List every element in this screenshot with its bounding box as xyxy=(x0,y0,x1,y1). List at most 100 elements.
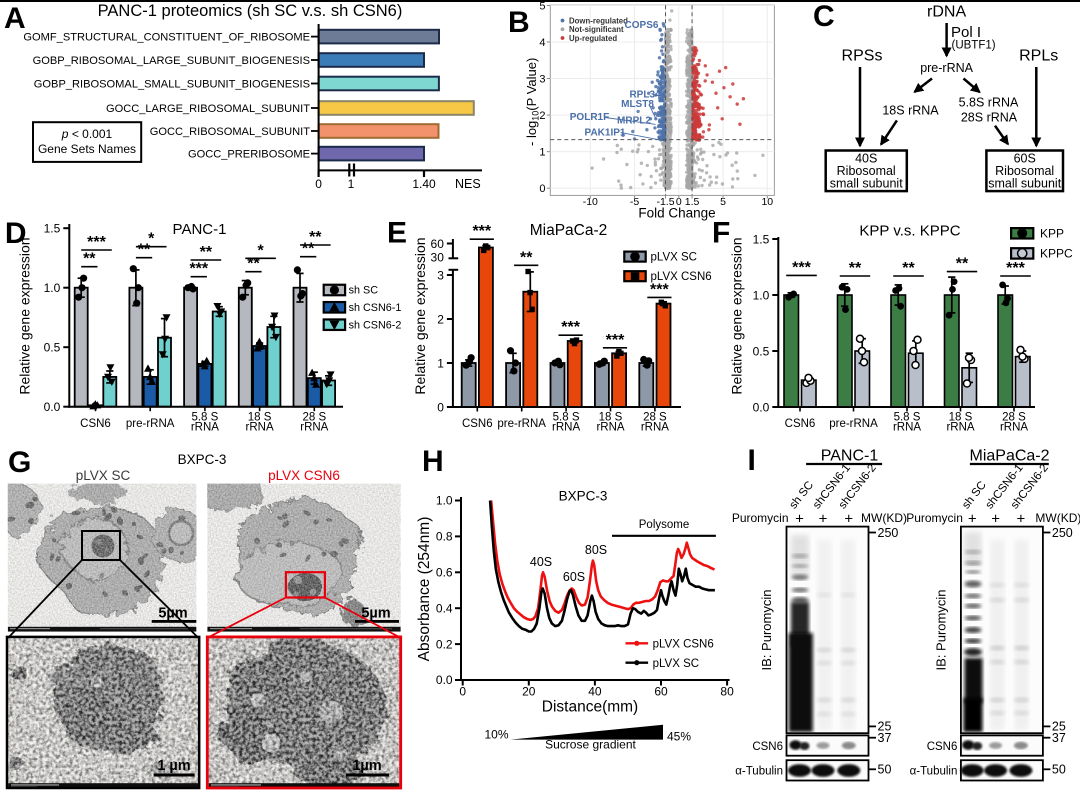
svg-text:1 µm: 1 µm xyxy=(157,758,190,774)
svg-text:-1.5: -1.5 xyxy=(656,196,674,208)
svg-text:pLVX CSN6: pLVX CSN6 xyxy=(268,468,340,483)
svg-text:250: 250 xyxy=(1052,526,1073,540)
svg-text:p < 0.001: p < 0.001 xyxy=(61,127,113,141)
svg-text:3: 3 xyxy=(539,74,545,86)
svg-text:Up-regulated: Up-regulated xyxy=(569,34,617,43)
svg-text:30: 30 xyxy=(431,251,445,265)
svg-text:CSN6: CSN6 xyxy=(927,741,958,753)
svg-text:sh SC: sh SC xyxy=(787,479,816,511)
svg-text:***: *** xyxy=(606,332,625,349)
svg-text:40S: 40S xyxy=(530,555,552,569)
svg-text:sh SC: sh SC xyxy=(349,285,379,297)
svg-text:BXPC-3: BXPC-3 xyxy=(559,489,608,504)
svg-text:pre-rRNA: pre-rRNA xyxy=(920,61,973,75)
svg-text:**: ** xyxy=(849,260,862,277)
svg-text:**: ** xyxy=(83,251,96,268)
svg-text:- log10(P Value): - log10(P Value) xyxy=(524,58,541,146)
svg-text:0.0: 0.0 xyxy=(44,400,61,414)
svg-text:pLVX SC: pLVX SC xyxy=(76,468,131,483)
svg-text:0.5: 0.5 xyxy=(753,344,770,358)
svg-text:25: 25 xyxy=(1052,720,1066,734)
svg-text:5.8 S: 5.8 S xyxy=(191,412,218,424)
svg-text:Ribosomal: Ribosomal xyxy=(837,164,896,178)
svg-text:rRNA: rRNA xyxy=(552,422,580,434)
svg-text:pLVX CSN6: pLVX CSN6 xyxy=(651,271,712,283)
svg-text:40: 40 xyxy=(588,685,602,699)
svg-text:1: 1 xyxy=(348,177,355,191)
svg-text:***: *** xyxy=(1006,260,1025,277)
svg-text:10: 10 xyxy=(761,196,773,208)
svg-text:POLR1F: POLR1F xyxy=(570,112,609,123)
svg-text:CSN6: CSN6 xyxy=(80,418,111,430)
svg-text:small subunit: small subunit xyxy=(830,177,903,191)
svg-text:+: + xyxy=(1017,511,1026,528)
svg-text:MW(KD): MW(KD) xyxy=(1035,511,1080,525)
svg-text:RPL34: RPL34 xyxy=(629,90,661,101)
svg-text:rRNA: rRNA xyxy=(246,422,274,434)
svg-text:80S: 80S xyxy=(585,543,607,557)
svg-text:GOBP_RIBOSOMAL_LARGE_SUBUNIT_B: GOBP_RIBOSOMAL_LARGE_SUBUNIT_BIOGENESIS xyxy=(33,55,310,67)
svg-text:rRNA: rRNA xyxy=(946,422,974,434)
svg-text:+: + xyxy=(991,511,1000,528)
svg-text:*: * xyxy=(257,242,264,259)
svg-text:+: + xyxy=(844,511,853,528)
svg-text:250: 250 xyxy=(878,526,899,540)
svg-text:Not-significant: Not-significant xyxy=(569,25,624,34)
svg-text:1: 1 xyxy=(539,147,545,159)
svg-text:3: 3 xyxy=(437,268,444,282)
svg-text:1.5: 1.5 xyxy=(685,196,700,208)
svg-text:pLVX SC: pLVX SC xyxy=(651,251,697,263)
svg-text:1.0: 1.0 xyxy=(44,281,61,295)
svg-text:I: I xyxy=(748,444,756,477)
svg-text:60: 60 xyxy=(654,685,668,699)
svg-text:sh CSN6-2: sh CSN6-2 xyxy=(349,319,402,331)
svg-text:0.0: 0.0 xyxy=(753,400,770,414)
svg-text:60S: 60S xyxy=(563,570,585,584)
svg-text:18 S: 18 S xyxy=(599,412,623,424)
svg-text:Gene Sets Names: Gene Sets Names xyxy=(38,142,136,156)
svg-text:1: 1 xyxy=(437,356,444,370)
svg-text:1.0: 1.0 xyxy=(436,494,453,508)
svg-text:60S: 60S xyxy=(1014,152,1036,166)
svg-text:4: 4 xyxy=(539,37,545,49)
svg-text:45%: 45% xyxy=(667,730,691,744)
svg-text:BXPC-3: BXPC-3 xyxy=(178,452,227,467)
svg-text:GOMF_STRUCTURAL_CONSTITUENT_OF: GOMF_STRUCTURAL_CONSTITUENT_OF_RIBOSOME xyxy=(23,32,310,44)
svg-text:rRNA: rRNA xyxy=(300,422,328,434)
svg-text:pLVX SC: pLVX SC xyxy=(653,658,699,670)
svg-text:0: 0 xyxy=(539,183,545,195)
svg-text:***: *** xyxy=(189,261,208,278)
svg-text:small subunit: small subunit xyxy=(988,177,1061,191)
svg-text:KPP: KPP xyxy=(1040,226,1064,240)
svg-text:Ribosomal: Ribosomal xyxy=(995,164,1054,178)
svg-text:60: 60 xyxy=(431,237,445,251)
svg-text:0.8: 0.8 xyxy=(436,530,453,544)
svg-text:28 S: 28 S xyxy=(1002,412,1026,424)
svg-text:1.0: 1.0 xyxy=(753,288,770,302)
svg-text:25: 25 xyxy=(878,720,892,734)
svg-text:**: ** xyxy=(956,256,969,273)
svg-text:A: A xyxy=(4,2,26,35)
svg-text:Puromycin: Puromycin xyxy=(906,511,963,525)
svg-text:C: C xyxy=(813,0,835,33)
svg-text:80: 80 xyxy=(720,685,734,699)
svg-text:***: *** xyxy=(792,259,811,276)
svg-text:B: B xyxy=(508,6,530,39)
svg-text:PAK1IP1: PAK1IP1 xyxy=(585,128,626,139)
svg-text:5µm: 5µm xyxy=(361,606,390,622)
svg-text:GOCC_LARGE_RIBOSOMAL_SUBUNIT: GOCC_LARGE_RIBOSOMAL_SUBUNIT xyxy=(106,103,310,115)
svg-text:H: H xyxy=(422,445,444,478)
svg-text:Relative gene expression: Relative gene expression xyxy=(412,237,428,394)
svg-text:CSN6: CSN6 xyxy=(785,418,816,430)
svg-text:GOBP_RIBOSOMAL_SMALL_SUBUNIT_B: GOBP_RIBOSOMAL_SMALL_SUBUNIT_BIOGENESIS xyxy=(34,79,310,91)
svg-text:Distance(mm): Distance(mm) xyxy=(542,699,638,716)
svg-text:Fold Change: Fold Change xyxy=(638,206,715,221)
svg-text:-5: -5 xyxy=(630,196,639,208)
svg-text:0: 0 xyxy=(437,400,444,414)
svg-text:MW(KD): MW(KD) xyxy=(861,511,907,525)
svg-text:**: ** xyxy=(520,249,533,266)
svg-text:37: 37 xyxy=(878,731,892,745)
svg-text:KPPC: KPPC xyxy=(1040,246,1073,260)
svg-text:RPSs: RPSs xyxy=(842,48,883,65)
svg-text:*: * xyxy=(148,231,155,248)
